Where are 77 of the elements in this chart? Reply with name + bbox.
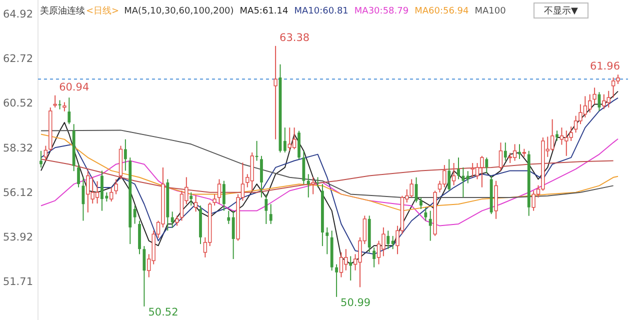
line-series (40, 130, 614, 198)
candlestick (44, 145, 48, 162)
candlestick (386, 230, 390, 250)
candlestick (212, 194, 216, 206)
candlestick (114, 178, 118, 195)
candlestick (302, 150, 306, 185)
candlestick (391, 235, 394, 250)
candlestick (518, 144, 521, 160)
candlestick (556, 130, 558, 142)
candlestick (217, 178, 222, 205)
candlestick (190, 192, 193, 206)
text: MA5:61.14 (240, 6, 288, 16)
candlestick (448, 158, 451, 192)
candlestick (142, 246, 146, 307)
candlestick (420, 196, 422, 210)
annotation: 60.94 (59, 81, 90, 94)
y-tick-label: 62.72 (2, 53, 33, 66)
candlestick (222, 180, 226, 212)
candlestick (335, 264, 338, 298)
text: MA30:58.79 (354, 6, 409, 16)
candlestick (550, 118, 554, 152)
candlestick (452, 162, 456, 186)
candlestick (269, 204, 272, 224)
candlestick (232, 210, 235, 260)
candlestick (504, 142, 507, 162)
y-tick-label: 56.12 (2, 186, 33, 199)
candlestick (62, 102, 66, 112)
candlestick (424, 206, 428, 222)
candlestick (485, 157, 488, 174)
candlestick (462, 166, 465, 198)
candlestick (274, 45, 278, 140)
y-tick-label: 64.92 (2, 8, 33, 21)
annotation: 61.96 (590, 60, 620, 73)
candlestick (170, 211, 174, 228)
line-series (40, 138, 618, 226)
y-tick-label: 53.92 (2, 231, 33, 244)
candlestick (124, 138, 127, 172)
candlestick (133, 205, 136, 224)
candlestick (372, 246, 376, 268)
candlestick (349, 256, 352, 281)
candlestick (40, 150, 42, 168)
candlestick (194, 194, 198, 212)
candlestick (466, 170, 470, 184)
annotation: 63.38 (280, 32, 310, 44)
candlestick (227, 210, 230, 224)
candlestick (326, 226, 329, 255)
candlestick (110, 186, 114, 202)
candlestick (512, 144, 517, 162)
text: MA10:60.81 (294, 6, 348, 16)
candlestick (428, 210, 432, 242)
candlestick (311, 176, 315, 195)
candlestick (316, 176, 320, 188)
candlestick (53, 94, 57, 108)
candlestick (292, 127, 296, 150)
annotation: 50.99 (340, 296, 371, 309)
line-series (40, 134, 618, 212)
chart-title: 美原油连续 (40, 5, 85, 16)
text: MA60:56.94 (414, 6, 470, 16)
annotation: 50.52 (148, 306, 178, 318)
annotation: MA(5,10,30,60,100,200) (124, 6, 234, 16)
y-tick-label: 58.32 (2, 142, 33, 154)
y-tick-label: 51.71 (2, 276, 33, 288)
candlestick (264, 194, 268, 224)
candlestick (77, 164, 80, 188)
candlestick (68, 97, 71, 125)
y-tick-label: 60.52 (2, 98, 33, 110)
candlestick (306, 174, 310, 198)
line-series (40, 158, 614, 193)
chart-subtitle: <日线> (86, 5, 120, 16)
candlestick (457, 157, 460, 180)
text: MA100 (474, 6, 506, 16)
candlestick (283, 127, 286, 153)
candlestick (260, 155, 263, 198)
candlestick (498, 142, 503, 172)
candlestick (175, 215, 179, 226)
annotation: 不显示▼ (544, 5, 578, 16)
candlestick (592, 87, 596, 105)
